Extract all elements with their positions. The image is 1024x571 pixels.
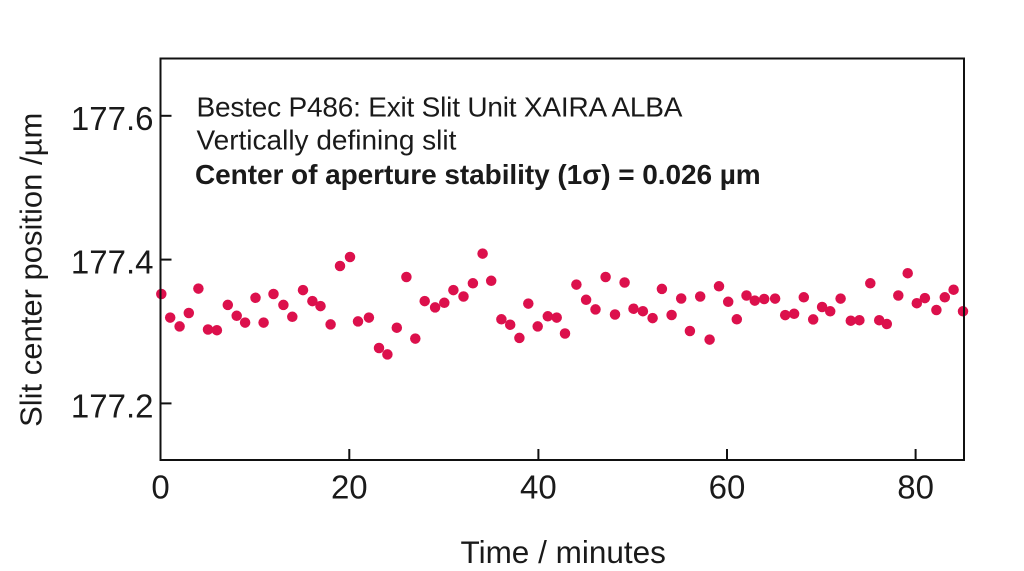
svg-text:40: 40 bbox=[520, 469, 557, 506]
svg-text:Center of aperture stability (: Center of aperture stability (1σ) = 0.02… bbox=[195, 159, 761, 190]
svg-text:177.2: 177.2 bbox=[71, 387, 154, 424]
svg-text:177.6: 177.6 bbox=[71, 100, 154, 137]
svg-text:Time / minutes: Time / minutes bbox=[461, 534, 666, 570]
svg-text:Slit center position /µm: Slit center position /µm bbox=[14, 113, 49, 427]
svg-text:177.4: 177.4 bbox=[71, 244, 154, 281]
svg-text:80: 80 bbox=[897, 469, 934, 506]
svg-text:Bestec P486: Exit Slit Unit XA: Bestec P486: Exit Slit Unit XAIRA ALBA bbox=[197, 91, 683, 122]
svg-text:60: 60 bbox=[709, 469, 746, 506]
svg-text:Vertically defining slit: Vertically defining slit bbox=[197, 125, 457, 156]
svg-text:0: 0 bbox=[151, 469, 169, 506]
svg-text:20: 20 bbox=[331, 469, 368, 506]
